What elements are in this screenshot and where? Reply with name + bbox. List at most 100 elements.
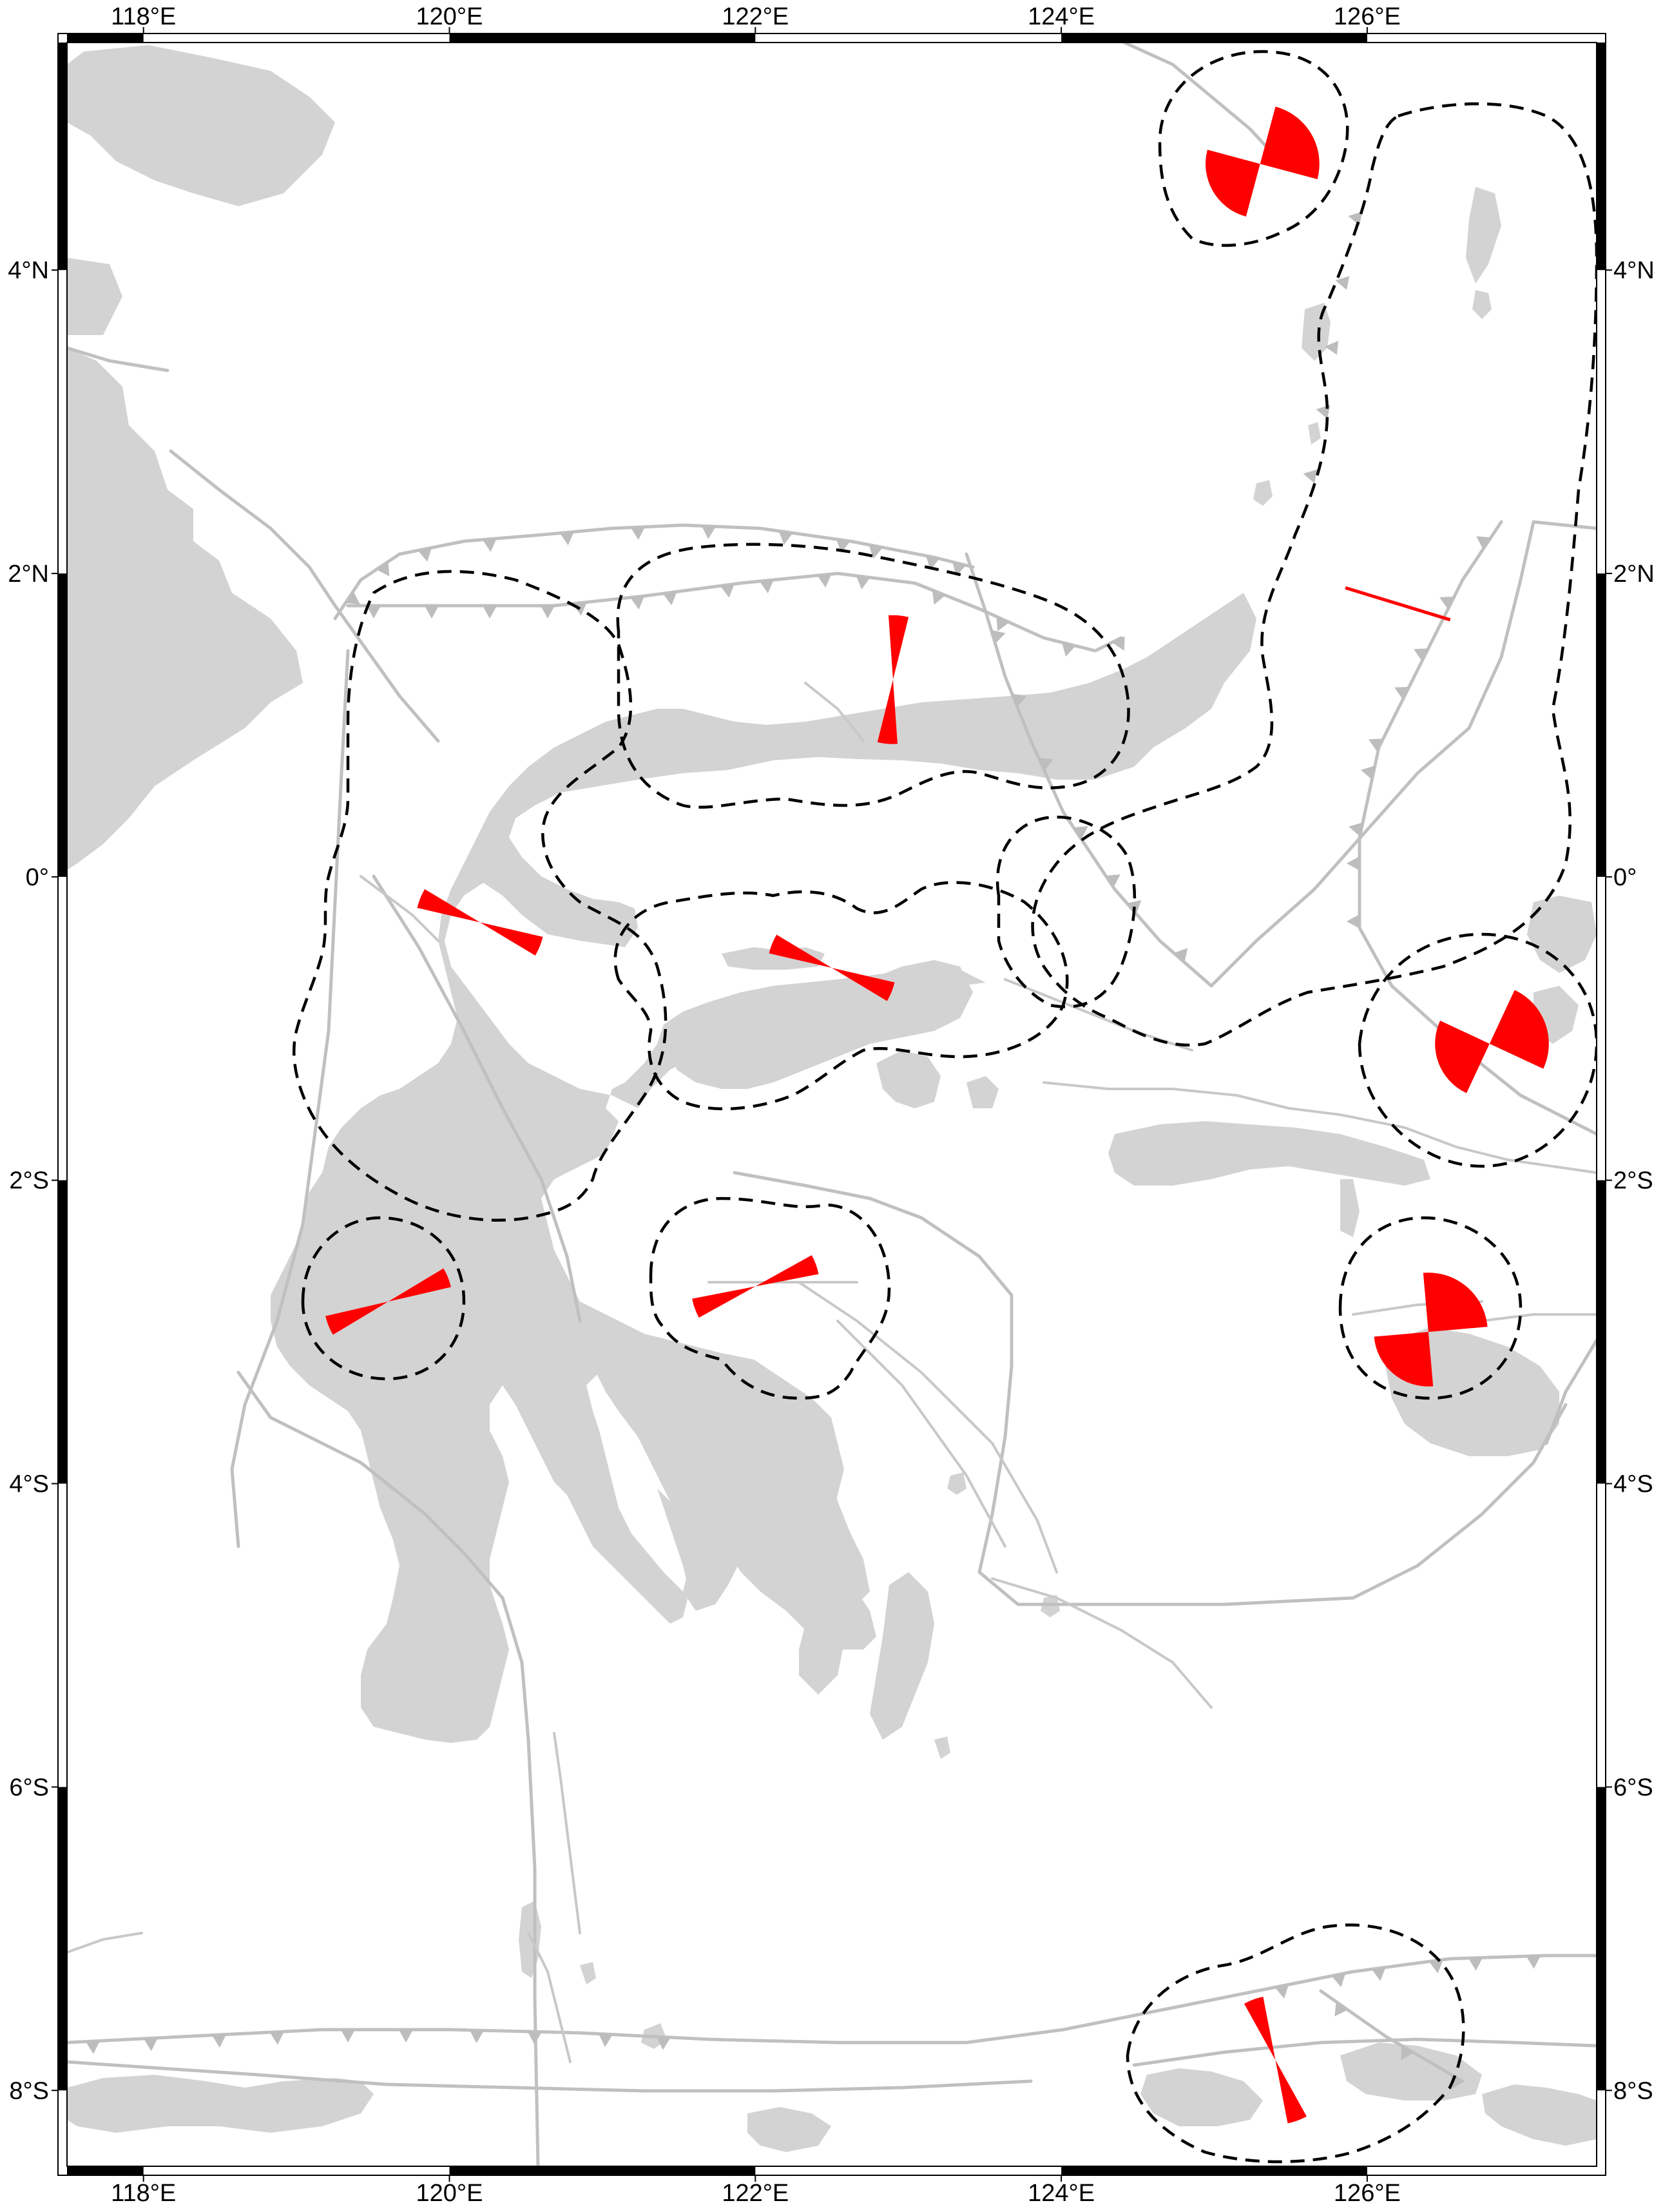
sangihe-island bbox=[1302, 303, 1331, 361]
subduction-tooth bbox=[701, 526, 716, 539]
fault-line bbox=[798, 1281, 1058, 1573]
rose-diagram-buru bbox=[1374, 1273, 1488, 1387]
subduction-tooth bbox=[1062, 642, 1076, 657]
subduction-tooth bbox=[598, 2034, 613, 2047]
rose-diagram-banggai-south bbox=[692, 1255, 819, 1318]
subduction-tooth bbox=[1394, 686, 1410, 700]
small-island bbox=[947, 1472, 966, 1495]
fault-line bbox=[67, 1954, 1597, 2044]
fault-line bbox=[1544, 1338, 1597, 1445]
rose-diagram-north-sulawesi-sea bbox=[1206, 106, 1320, 217]
fault-line bbox=[1319, 1989, 1465, 2083]
x-tick-label: 118°E bbox=[111, 3, 176, 30]
rose-petal bbox=[755, 1255, 819, 1287]
subduction-tooth bbox=[1334, 2001, 1348, 2017]
sula-islands bbox=[1108, 1121, 1430, 1186]
subduction-tooth bbox=[996, 616, 1010, 631]
borneo-north-coast bbox=[67, 45, 335, 206]
fault-line bbox=[804, 682, 865, 742]
wetar-island bbox=[1340, 2043, 1482, 2101]
y-tick-label: 6°S bbox=[1613, 1774, 1653, 1801]
fault-line bbox=[1132, 2037, 1597, 2067]
subduction-tooth bbox=[1413, 648, 1428, 662]
subduction-tooth bbox=[817, 573, 832, 588]
x-tick-label: 126°E bbox=[1334, 2180, 1401, 2207]
y-tick-label: 2°S bbox=[1613, 1168, 1653, 1195]
map-area bbox=[67, 43, 1597, 2166]
fault-line bbox=[372, 874, 582, 1323]
subduction-tooth bbox=[932, 590, 946, 605]
x-tick-label: 122°E bbox=[722, 3, 789, 30]
subduction-tooth bbox=[1073, 826, 1088, 840]
rose-petal bbox=[832, 968, 895, 1001]
frame-bar-top bbox=[1061, 34, 1367, 43]
rose-diagram-mamuju bbox=[325, 1268, 451, 1335]
buru-north-peninsula bbox=[1340, 1179, 1360, 1237]
rose-petal bbox=[1275, 2060, 1307, 2124]
y-tick-label: 4°N bbox=[1613, 257, 1655, 284]
alor-islands bbox=[1140, 2068, 1263, 2126]
fault-line bbox=[1358, 520, 1597, 1136]
timor-east bbox=[1482, 2084, 1597, 2146]
fault-line bbox=[67, 346, 169, 372]
rose-petal bbox=[1260, 106, 1320, 180]
fault-line bbox=[553, 1732, 581, 1934]
frame-bar-bottom bbox=[1061, 2166, 1367, 2175]
sumba-island bbox=[747, 2107, 831, 2152]
subduction-tooth bbox=[559, 532, 574, 546]
region-outline bbox=[1358, 932, 1597, 1168]
borneo-peninsula-shape bbox=[67, 258, 122, 335]
y-tick-label: 0° bbox=[1613, 864, 1637, 891]
y-tick-labels-left: 4°N 2°N 0° 2°S 4°S 6°S 8°S bbox=[8, 257, 49, 2104]
subduction-tooth bbox=[376, 561, 390, 577]
subduction-tooth bbox=[630, 526, 645, 541]
subduction-tooth bbox=[1325, 340, 1339, 355]
y-tick-label: 2°N bbox=[8, 561, 49, 588]
x-tick-label: 120°E bbox=[416, 3, 483, 30]
muna-island bbox=[799, 1617, 844, 1695]
subduction-tooth bbox=[469, 2030, 484, 2043]
subduction-tooth bbox=[1274, 1984, 1289, 1999]
subduction-tooth bbox=[1039, 758, 1053, 771]
subduction-teeth bbox=[85, 211, 1541, 2090]
rose-petal bbox=[1489, 990, 1549, 1069]
subduction-tooth bbox=[211, 2034, 226, 2048]
frame-bar-right bbox=[1597, 43, 1606, 271]
subduction-tooth bbox=[1476, 536, 1491, 550]
subduction-tooth bbox=[418, 547, 432, 562]
subduction-tooth bbox=[856, 575, 870, 590]
fault-line bbox=[333, 523, 975, 620]
frame-inner bbox=[66, 42, 1597, 2167]
region-outline bbox=[649, 1197, 891, 1400]
borneo-landmass bbox=[67, 348, 303, 870]
rose-diagrams bbox=[325, 106, 1549, 2124]
rose-petal bbox=[325, 1302, 389, 1335]
subduction-tooth bbox=[630, 595, 645, 610]
frame-bar-bottom bbox=[449, 2166, 756, 2175]
fault-line bbox=[527, 1932, 572, 2063]
fault-line bbox=[1481, 1313, 1597, 1322]
subduction-tooth bbox=[1428, 1959, 1443, 1974]
x-tick-label: 124°E bbox=[1028, 3, 1095, 30]
rose-petal bbox=[877, 679, 898, 744]
y-tick-label: 2°S bbox=[9, 1168, 49, 1195]
small-island bbox=[1308, 422, 1321, 445]
subduction-tooth bbox=[1303, 469, 1318, 484]
rose-petal bbox=[1435, 1021, 1490, 1093]
fault-line bbox=[836, 1320, 1006, 1548]
small-island bbox=[580, 1962, 596, 1985]
banggai-islands bbox=[876, 1050, 941, 1108]
subduction-tooth bbox=[1401, 2045, 1414, 2061]
y-tick-labels-right: 4°N 2°N 0° 2°S 4°S 6°S 8°S bbox=[1613, 257, 1655, 2104]
x-tick-labels-bottom: 118°E 120°E 122°E 124°E 126°E bbox=[111, 2180, 1401, 2207]
subduction-tooth bbox=[341, 2030, 355, 2043]
subduction-tooth bbox=[1468, 1957, 1483, 1971]
subduction-tooth bbox=[778, 531, 793, 545]
subduction-tooth bbox=[425, 606, 439, 619]
fault-line bbox=[1043, 1081, 1597, 1174]
fault-line bbox=[965, 520, 1597, 988]
subduction-tooth bbox=[836, 539, 851, 553]
frame-bar-top bbox=[449, 34, 756, 43]
frame-bar-right bbox=[1597, 1180, 1606, 1484]
